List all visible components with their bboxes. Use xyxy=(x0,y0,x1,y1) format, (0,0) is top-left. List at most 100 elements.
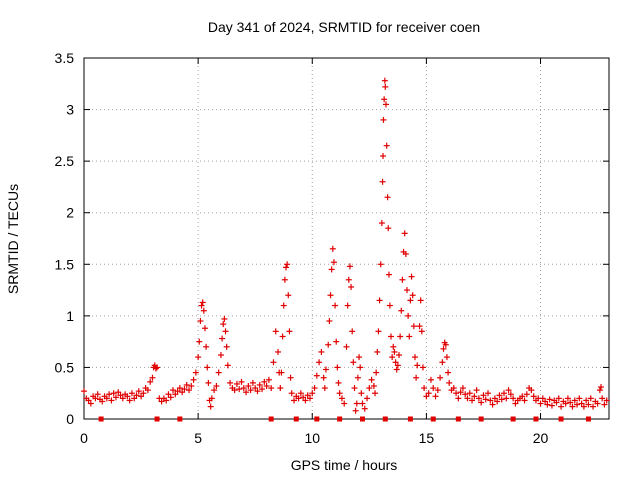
data-point xyxy=(87,400,94,407)
data-point xyxy=(167,394,174,401)
baseline-marker xyxy=(268,416,274,422)
data-point xyxy=(512,400,519,407)
data-point xyxy=(434,387,441,394)
data-point xyxy=(374,348,381,355)
data-point xyxy=(188,382,195,389)
data-point xyxy=(379,178,386,185)
data-point xyxy=(459,385,466,392)
data-point xyxy=(389,354,396,361)
data-point xyxy=(152,365,159,372)
x-tick-label: 5 xyxy=(194,430,202,446)
baseline-marker xyxy=(337,416,343,422)
data-point xyxy=(158,398,165,405)
data-point xyxy=(280,302,287,309)
baseline-marker xyxy=(407,416,413,422)
data-point xyxy=(119,395,126,402)
data-point xyxy=(373,369,380,376)
data-point xyxy=(394,362,401,369)
data-point xyxy=(227,379,234,386)
x-tick-label: 20 xyxy=(533,430,549,446)
baseline-markers xyxy=(98,416,591,422)
baseline-marker xyxy=(430,416,436,422)
baseline-marker xyxy=(177,416,183,422)
data-point xyxy=(205,379,212,386)
data-point xyxy=(322,366,329,373)
data-point xyxy=(598,384,605,391)
x-axis-label: GPS time / hours xyxy=(291,457,398,473)
data-point xyxy=(200,307,207,314)
data-point xyxy=(485,390,492,397)
data-point xyxy=(528,387,535,394)
data-point xyxy=(437,374,444,381)
data-point xyxy=(176,385,183,392)
data-point xyxy=(558,403,565,410)
data-point xyxy=(407,297,414,304)
data-point xyxy=(295,395,302,402)
data-point xyxy=(128,390,135,397)
data-point xyxy=(382,101,389,108)
data-point xyxy=(594,400,601,407)
y-tick-label: 3.5 xyxy=(55,50,75,66)
data-point xyxy=(396,352,402,359)
baseline-marker xyxy=(510,416,516,422)
data-point xyxy=(450,385,457,392)
data-point xyxy=(498,396,505,403)
data-point xyxy=(480,392,487,399)
data-point xyxy=(333,338,340,345)
data-point xyxy=(261,378,268,385)
data-point xyxy=(201,325,208,332)
baseline-marker xyxy=(293,416,299,422)
data-point xyxy=(366,385,373,392)
baseline-marker xyxy=(558,416,564,422)
data-point xyxy=(231,387,238,394)
data-point xyxy=(275,348,282,355)
data-point xyxy=(186,387,192,394)
data-point xyxy=(287,374,294,381)
data-point xyxy=(489,401,496,408)
data-point xyxy=(392,359,399,366)
data-point xyxy=(149,374,156,381)
data-point xyxy=(217,352,224,359)
data-point xyxy=(478,399,485,406)
data-point xyxy=(546,396,553,403)
data-point xyxy=(590,403,597,410)
data-point xyxy=(183,381,190,388)
data-point xyxy=(416,323,423,330)
data-point xyxy=(259,386,266,393)
data-point xyxy=(553,399,560,406)
x-tick-label: 15 xyxy=(419,430,435,446)
data-point xyxy=(537,400,544,407)
data-point xyxy=(567,399,574,406)
data-point xyxy=(381,96,388,103)
data-point xyxy=(562,400,569,407)
data-point xyxy=(133,392,140,399)
x-tick-label: 10 xyxy=(304,430,320,446)
data-point xyxy=(335,379,342,386)
data-point xyxy=(131,395,138,402)
data-point xyxy=(442,341,449,348)
data-point xyxy=(453,390,460,397)
data-point xyxy=(204,364,211,371)
data-point xyxy=(503,395,510,402)
data-point xyxy=(440,345,447,352)
data-point xyxy=(277,385,284,392)
data-point xyxy=(430,385,437,392)
data-point xyxy=(192,369,199,376)
data-point xyxy=(457,389,464,396)
data-point xyxy=(569,403,576,410)
data-point xyxy=(348,283,355,290)
data-point xyxy=(219,335,226,342)
data-point xyxy=(425,390,432,397)
data-point xyxy=(505,387,512,394)
data-point xyxy=(351,385,358,392)
data-point xyxy=(393,366,400,373)
data-point xyxy=(519,393,526,400)
data-point xyxy=(466,390,473,397)
data-point xyxy=(423,393,430,400)
data-point xyxy=(334,364,341,371)
data-point xyxy=(112,394,119,401)
data-point xyxy=(427,376,434,383)
data-point xyxy=(327,292,334,299)
data-point xyxy=(309,390,316,397)
